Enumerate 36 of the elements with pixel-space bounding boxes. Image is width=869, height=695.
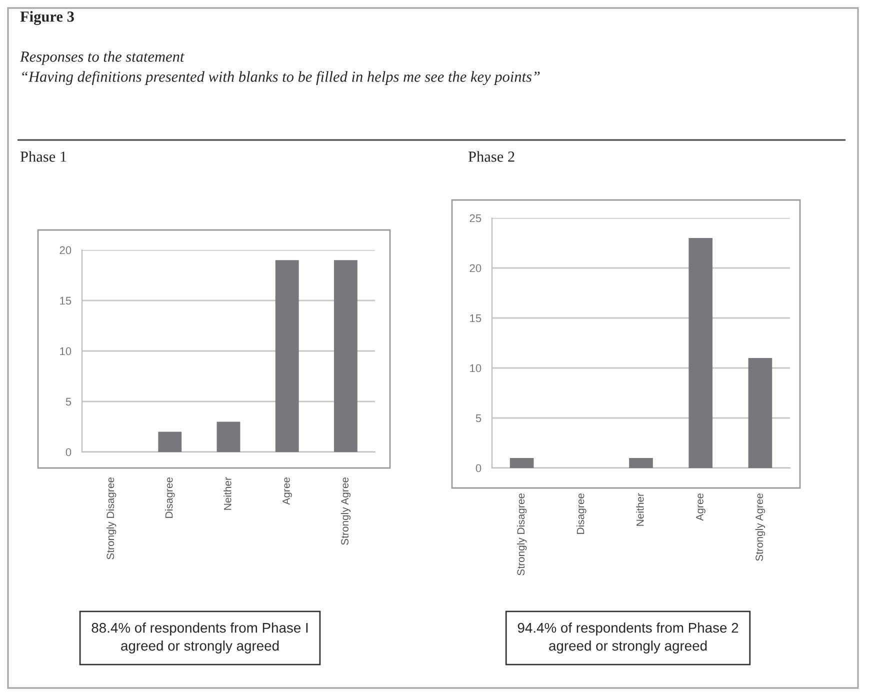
caption: Figure 3 xyxy=(20,11,74,25)
bar xyxy=(629,458,653,468)
text: Responses to the statement xyxy=(20,51,185,65)
x-tick-label: Strongly Disagree xyxy=(516,493,527,576)
bar xyxy=(510,458,534,468)
y-tick-label: 5 xyxy=(66,398,72,406)
y-tick-label: 0 xyxy=(476,464,482,472)
bar xyxy=(748,358,772,468)
x-tick-label: Agree xyxy=(696,493,706,521)
text: “Having definitions presented with blanks to be filled in helps me see the key points” xyxy=(22,70,540,86)
bar xyxy=(688,238,713,468)
y-tick-label: 25 xyxy=(470,214,482,222)
text: 94.4% of respondents from Phase 2 agreed or strongly agreed xyxy=(518,622,738,654)
x-tick-label: Disagree xyxy=(576,493,586,534)
y-tick-label: 10 xyxy=(60,347,72,356)
x-tick-label: Neither xyxy=(224,477,232,510)
y-tick-label: 15 xyxy=(60,296,72,305)
text: 88.4% of respondents from Phase I agreed or strongly agreed xyxy=(92,622,308,654)
y-tick-label: 20 xyxy=(60,246,72,254)
chart-title: Phase 2 xyxy=(468,151,514,162)
y-tick-label: 20 xyxy=(470,264,482,272)
x-tick-label: Neither xyxy=(636,493,644,526)
y-tick-label: 15 xyxy=(470,314,482,322)
chart-title: Phase 1 xyxy=(20,151,66,162)
bar xyxy=(334,260,358,452)
x-tick-label: Agree xyxy=(282,477,292,505)
y-tick-label: 5 xyxy=(476,414,482,422)
x-tick-label: Strongly Disagree xyxy=(106,477,116,560)
x-tick-label: Strongly Agree xyxy=(755,493,766,561)
bar xyxy=(158,432,182,452)
y-tick-label: 10 xyxy=(470,364,482,372)
bar xyxy=(216,422,240,452)
bar xyxy=(275,260,299,452)
x-tick-label: Strongly Agree xyxy=(340,477,351,545)
x-tick-label: Disagree xyxy=(165,477,175,518)
y-tick-label: 0 xyxy=(66,448,72,456)
